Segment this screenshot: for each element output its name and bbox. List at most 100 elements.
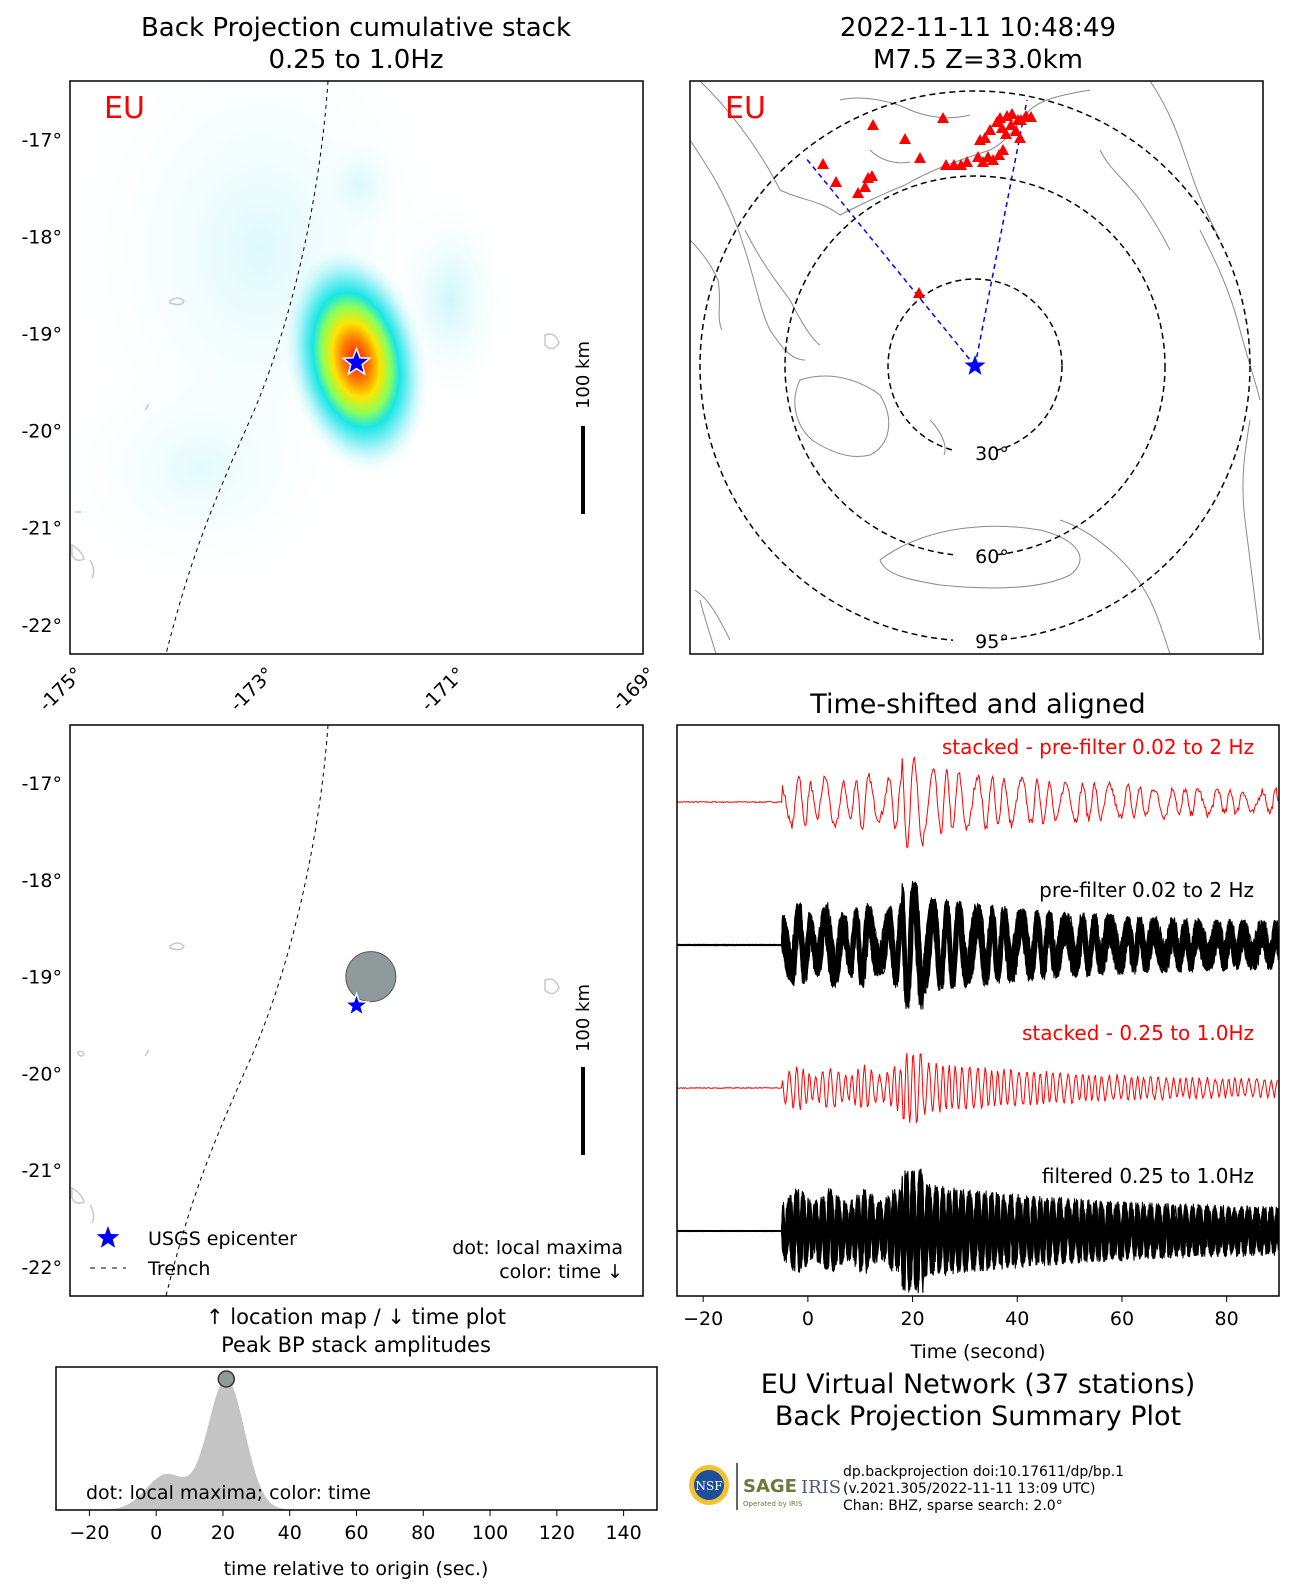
station-triangle [997, 144, 1009, 155]
location-lat-tick-label: -20° [21, 1063, 62, 1085]
bp-scale-label: 100 km [573, 341, 594, 409]
location-lat-tick-label: -17° [21, 773, 62, 795]
waveform-frame [676, 724, 1280, 1297]
location-scale-bar: 100 km [573, 984, 594, 1155]
peak-x-tick-label: 0 [150, 1522, 162, 1544]
bp-lat-tick-label: -18° [21, 226, 62, 248]
peak-x-ticks: −20 0 20 40 60 80 100 120 140 [69, 1510, 642, 1544]
ring-labels: 30° 60° 95° [953, 441, 1009, 653]
peak-note: dot: local maxima; color: time [86, 1482, 371, 1504]
location-lat-ticks: -17° -18° -19° -20° -21° -22° [21, 773, 62, 1279]
station-triangle [899, 133, 911, 144]
station-triangle [913, 287, 925, 298]
bp-lat-tick-label: -21° [21, 518, 62, 540]
peak-xlabel: time relative to origin (sec.) [224, 1558, 489, 1580]
peak-x-tick-label: 40 [278, 1522, 302, 1544]
station-triangle [914, 152, 926, 163]
stacked-prefilter-trace [677, 756, 1279, 849]
location-scale-label: 100 km [573, 984, 594, 1052]
ring-label: 30° [975, 443, 1009, 465]
legend-trench-label: Trench [147, 1258, 210, 1280]
bp-lon-tick-label: -173° [226, 663, 279, 716]
trench-line [165, 81, 329, 654]
bp-heatmap [70, 81, 560, 654]
station-map-frame [689, 80, 1264, 655]
bp-lat-tick-label: -22° [21, 615, 62, 637]
location-epicenter-star-icon [343, 991, 370, 1018]
waveform-x-ticks: −20 0 20 40 60 80 [683, 1296, 1239, 1330]
prefilter-trace [677, 890, 1279, 1004]
bp-lat-tick-label: -20° [21, 421, 62, 443]
peak-x-tick-label: 120 [539, 1522, 575, 1544]
station-triangle [1005, 119, 1017, 130]
location-map-panel: 100 km -17° -18° -19° -20° -21° -22° USGS epi… [21, 724, 644, 1357]
station-map-panel: 2022-11-11 10:48:49 M7.5 Z=33.0km [689, 13, 1264, 655]
station-triangle [1010, 125, 1022, 136]
local-maximum-dot [345, 951, 397, 1003]
station-triangle [1014, 132, 1026, 143]
svg-text:SAGE: SAGE [743, 1476, 797, 1497]
bp-lat-tick-label: -19° [21, 324, 62, 346]
label-bandpass: filtered 0.25 to 1.0Hz [1042, 1164, 1254, 1188]
summary-line1: EU Virtual Network (37 stations) [761, 1369, 1196, 1400]
event-time-title: 2022-11-11 10:48:49 [840, 13, 1116, 43]
location-legend: USGS epicenter Trench [90, 1226, 297, 1280]
peak-amplitude-area [56, 1379, 657, 1510]
station-triangle [940, 159, 952, 170]
station-triangle [955, 159, 967, 170]
peak-x-tick-label: 140 [605, 1522, 641, 1544]
peak-x-tick-label: 20 [211, 1522, 235, 1544]
location-caption-line2: Peak BP stack amplitudes [221, 1333, 491, 1357]
distance-ring [784, 175, 1166, 557]
legend-star-icon [96, 1226, 120, 1248]
bp-map-title-line1: Back Projection cumulative stack [141, 13, 571, 43]
summary-line2: Back Projection Summary Plot [775, 1401, 1181, 1432]
location-lat-tick-label: -22° [21, 1257, 62, 1279]
station-triangle [987, 154, 999, 165]
bp-map-frame [69, 80, 644, 655]
summary-block: EU Virtual Network (37 stations) Back Pr… [689, 1369, 1195, 1514]
waveform-x-tick-label: 0 [802, 1308, 814, 1330]
waveform-x-tick-label: 20 [900, 1308, 924, 1330]
waveform-x-tick-label: 80 [1215, 1308, 1239, 1330]
stacked-bandpass-trace [677, 1052, 1279, 1125]
bandpass-trace [677, 1171, 1279, 1289]
waveform-title: Time-shifted and aligned [809, 689, 1145, 720]
label-stacked-prefilter: stacked - pre-filter 0.02 to 2 Hz [942, 735, 1254, 759]
peak-panel: dot: local maxima; color: time −20 0 20 40 6… [55, 1366, 658, 1580]
waveform-x-tick-label: 40 [1005, 1308, 1029, 1330]
station-triangle [867, 119, 879, 130]
station-map-epicenter-star-icon [964, 355, 986, 375]
bp-map-panel: Back Projection cumulative stack 0.25 to… [21, 13, 661, 716]
station-triangle [817, 158, 829, 169]
bp-lon-tick-label: -175° [35, 663, 88, 716]
waveform-traces [677, 756, 1279, 1294]
peak-maximum-dot [217, 1370, 236, 1388]
location-map-frame [69, 724, 644, 1297]
location-lat-tick-label: -18° [21, 870, 62, 892]
bp-lon-tick-label: -169° [608, 663, 661, 716]
waveform-x-tick-label: −20 [683, 1308, 723, 1330]
bp-epicenter-star-icon [341, 346, 372, 376]
location-caption-line1: ↑ location map / ↓ time plot [206, 1305, 506, 1329]
station-triangle [979, 132, 991, 143]
location-lat-tick-label: -19° [21, 967, 62, 989]
bp-lon-tick-label: -171° [417, 663, 470, 716]
svg-text:NSF: NSF [695, 1479, 722, 1493]
distance-ring [887, 278, 1063, 454]
world-map: 30° 60° 95° [690, 81, 1261, 654]
station-triangle [984, 124, 996, 135]
location-lat-tick-label: -21° [21, 1160, 62, 1182]
label-stacked-bandpass: stacked - 0.25 to 1.0Hz [1022, 1021, 1254, 1045]
station-triangle [1012, 114, 1024, 125]
ring-label: 95° [975, 631, 1009, 653]
credit-line3: Chan: BHZ, sparse search: 2.0° [843, 1498, 1063, 1514]
location-trench-line [165, 725, 329, 1296]
credit-line1: dp.backprojection doi:10.17611/dp/bp.1 [843, 1464, 1124, 1480]
bp-scale-bar: 100 km [573, 341, 594, 514]
station-triangle [1000, 128, 1012, 139]
label-prefilter: pre-filter 0.02 to 2 Hz [1039, 878, 1254, 902]
waveform-panel: Time-shifted and aligned stacked - pre-f… [676, 689, 1280, 1363]
station-triangle [961, 156, 973, 167]
